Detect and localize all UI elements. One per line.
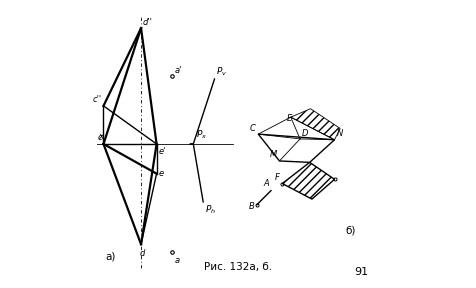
Text: c: c xyxy=(97,133,102,142)
Text: 91: 91 xyxy=(354,267,367,277)
Text: A: A xyxy=(263,179,269,188)
Text: d'': d'' xyxy=(142,18,152,27)
Text: $P_v$: $P_v$ xyxy=(216,65,227,78)
Text: e': e' xyxy=(158,147,165,156)
Text: а): а) xyxy=(106,251,116,261)
Text: M: M xyxy=(269,150,277,159)
Text: d: d xyxy=(139,249,145,257)
Text: e: e xyxy=(158,169,163,178)
Text: $P_x$: $P_x$ xyxy=(196,128,207,141)
Text: D: D xyxy=(301,128,307,137)
Text: a': a' xyxy=(174,66,181,75)
Text: N: N xyxy=(336,129,342,138)
Text: F: F xyxy=(275,173,279,182)
Text: a: a xyxy=(174,256,179,265)
Text: E: E xyxy=(286,114,291,123)
Polygon shape xyxy=(258,134,334,162)
Text: B: B xyxy=(248,202,254,211)
Text: б): б) xyxy=(345,226,356,236)
Text: $P_h$: $P_h$ xyxy=(204,203,215,216)
Text: x: x xyxy=(99,132,104,141)
Text: C: C xyxy=(249,124,256,133)
Text: c'': c'' xyxy=(93,95,102,105)
Text: Рис. 132а, б.: Рис. 132а, б. xyxy=(204,262,272,272)
